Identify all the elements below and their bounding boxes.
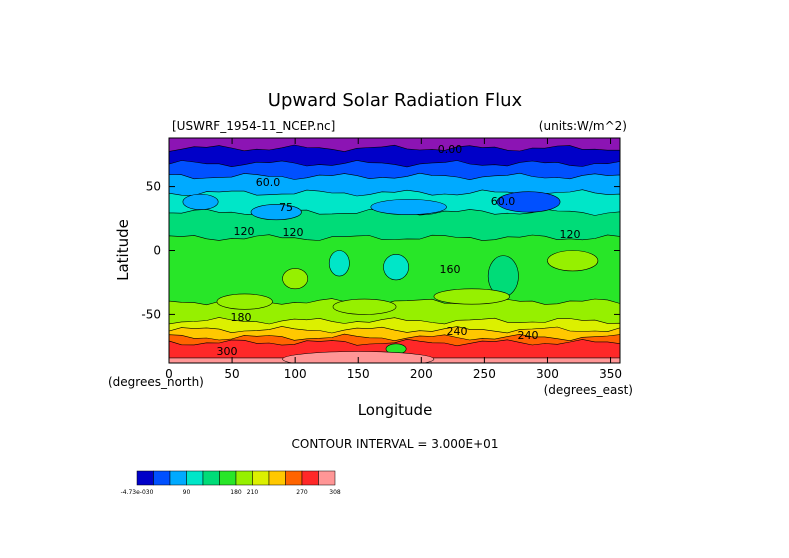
y-unit-label: (degrees_north) — [108, 375, 204, 389]
colorbar-swatch — [219, 470, 237, 486]
y-tick-label: 0 — [153, 244, 161, 258]
contour-label: 60.0 — [491, 195, 516, 208]
y-axis-ticks: 50 0 -50 — [141, 180, 620, 321]
colorbar-tick-label: 308 — [329, 489, 341, 496]
contour-label: 240 — [447, 325, 468, 338]
contour-label: 60.0 — [256, 176, 281, 189]
colorbar-labels: -4.73e-030 90 180 210 270 308 — [121, 489, 341, 496]
contour-label: 0.00 — [438, 143, 463, 156]
contour-fill — [169, 138, 620, 363]
contour-band — [169, 172, 620, 198]
x-tick-label: 250 — [473, 367, 496, 381]
colorbar-tick-label: 90 — [183, 489, 191, 496]
contour-interval-text: CONTOUR INTERVAL = 3.000E+01 — [292, 437, 499, 451]
contour-labels: 0.00 60.0 60.0 75 120 120 120 160 180 240 240 300 — [217, 143, 581, 358]
x-tick-label: 50 — [224, 367, 239, 381]
x-axis-label: Longitude — [358, 401, 433, 419]
x-tick-label: 200 — [410, 367, 433, 381]
x-axis-ticks: 0 50 100 150 200 250 300 350 — [165, 138, 622, 381]
colorbar-swatch — [202, 470, 220, 486]
contour-patch — [182, 193, 219, 210]
x-tick-label: 150 — [347, 367, 370, 381]
colorbar-tick-label: -4.73e-030 — [121, 489, 154, 496]
y-tick-label: -50 — [141, 307, 161, 321]
colorbar-swatch — [235, 470, 253, 486]
x-tick-label: 0 — [165, 367, 173, 381]
x-tick-label: 350 — [599, 367, 622, 381]
colorbar-swatch — [268, 470, 286, 486]
contour-patch — [282, 268, 309, 290]
contour-patch — [250, 204, 302, 221]
contour-patch — [433, 288, 510, 305]
colorbar-swatch — [136, 470, 154, 486]
colorbar-swatch — [186, 470, 204, 486]
x-unit-label: (degrees_east) — [544, 383, 633, 397]
contour-label: 120 — [560, 228, 581, 241]
contour-patch — [370, 199, 447, 216]
contour-label: 120 — [283, 226, 304, 239]
contour-patch — [332, 298, 397, 315]
colorbar-tick-label: 180 — [230, 489, 242, 496]
contour-patch — [496, 191, 561, 213]
colorbar — [136, 470, 336, 486]
colorbar-swatch — [169, 470, 187, 486]
contour-patch — [383, 254, 409, 281]
contour-label: 240 — [518, 329, 539, 342]
contour-patch — [328, 250, 350, 277]
colorbar-swatch — [285, 470, 303, 486]
colorbar-swatch — [252, 470, 270, 486]
contour-patch — [216, 293, 273, 310]
contour-label: 120 — [234, 225, 255, 238]
colorbar-swatch — [153, 470, 171, 486]
contour-label: 180 — [231, 311, 252, 324]
contour-label: 75 — [279, 201, 293, 214]
colorbar-tick-label: 270 — [296, 489, 308, 496]
chart-title: Upward Solar Radiation Flux — [268, 90, 523, 111]
x-tick-label: 100 — [284, 367, 307, 381]
contour-label: 160 — [440, 263, 461, 276]
colorbar-swatch — [318, 470, 336, 486]
contour-patch — [547, 250, 599, 272]
colorbar-tick-label: 210 — [247, 489, 259, 496]
y-tick-label: 50 — [146, 180, 161, 194]
contour-label: 300 — [217, 345, 238, 358]
units-label: (units:W/m^2) — [539, 119, 627, 133]
file-label: [USWRF_1954-11_NCEP.nc] — [172, 119, 335, 133]
colorbar-swatch — [301, 470, 319, 486]
y-axis-label: Latitude — [114, 219, 132, 281]
x-tick-label: 300 — [536, 367, 559, 381]
